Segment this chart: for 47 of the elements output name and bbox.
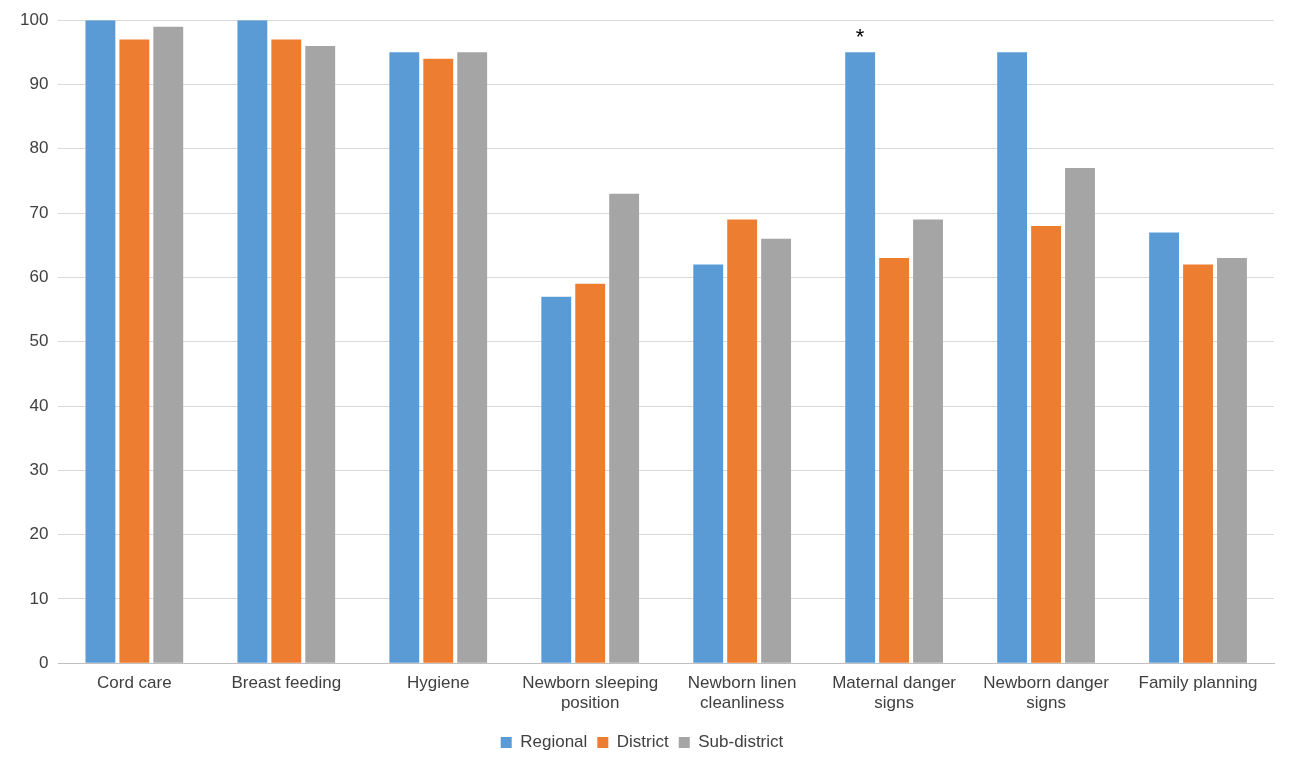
bar [237,20,268,663]
bar [423,58,454,663]
y-tick-label: 90 [29,74,49,94]
x-tick-label: Newborn sleeping position [522,673,659,713]
bar [119,39,150,663]
bar [879,258,910,663]
y-tick-label: 80 [29,138,49,158]
y-tick-label: 30 [29,459,49,479]
x-tick-label: Maternal danger signs [832,673,957,713]
bar [271,39,302,663]
bar [727,219,758,663]
bar [1217,258,1247,663]
y-tick-label: 40 [29,395,49,415]
y-tick-label: 50 [29,331,49,351]
bar [1031,225,1061,663]
x-tick-label: Family planning [1138,673,1258,693]
bar [1065,168,1095,663]
legend-label: District [616,732,670,752]
bar [85,20,116,663]
bar [389,52,420,663]
y-tick-label: 20 [29,524,49,544]
bar [761,238,792,663]
x-tick-label: Cord care [97,673,172,693]
x-tick-label: Newborn danger signs [983,673,1110,713]
bar [1183,264,1213,663]
y-tick-label: 10 [29,588,49,608]
y-tick-label: 60 [29,267,49,287]
bar [457,52,488,663]
bar [997,52,1028,663]
y-tick-label: 100 [19,9,49,29]
bar [913,219,943,663]
bar [845,52,876,663]
y-tick-label: 70 [29,202,49,222]
bar [305,45,336,663]
annotation: * [855,24,865,50]
bar [693,264,724,663]
x-tick-label: Newborn linen cleanliness [687,673,797,713]
bar [575,283,606,663]
bar [1149,232,1180,663]
x-tick-label: Breast feeding [231,673,342,693]
legend-label: Regional [520,732,588,752]
bar [153,26,184,663]
y-tick-label: 0 [38,652,49,672]
bar [541,296,572,663]
bar [609,193,640,663]
x-tick-label: Hygiene [407,673,470,693]
legend-label: Sub-district [698,732,784,752]
